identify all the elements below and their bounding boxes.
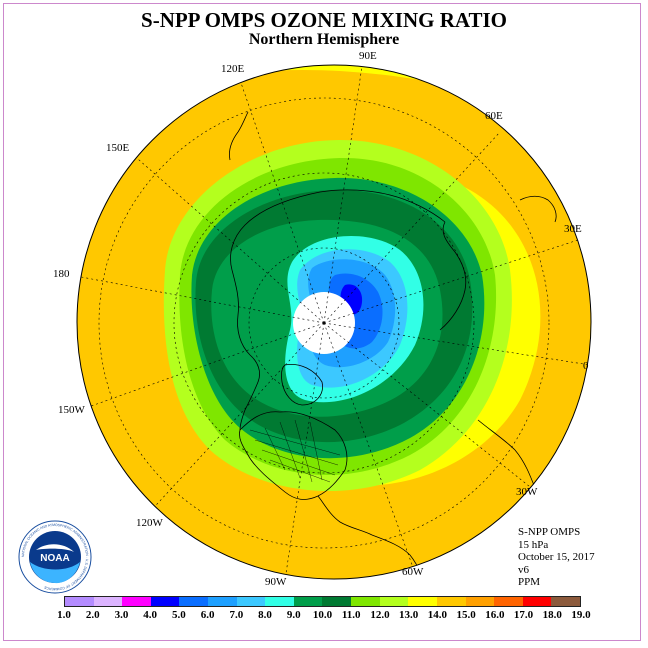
colorbar-tick-label: 14.0	[427, 609, 447, 621]
colorbar-swatch	[150, 597, 180, 606]
colorbar-swatch	[208, 597, 237, 606]
map-title: S-NPP OMPS OZONE MIXING RATIO	[141, 8, 507, 32]
colorbar-tick-label: 2.0	[85, 609, 100, 621]
coast-alaska	[239, 354, 260, 431]
colorbar-tick-label: 6.0	[200, 609, 215, 621]
us-state-borders	[249, 419, 341, 483]
product-info: S-NPP OMPS 15 hPa October 15, 2017 v6 PP…	[518, 526, 595, 589]
coast-africa	[477, 419, 536, 489]
graticule	[77, 65, 591, 579]
lon-label-60e: 60E	[485, 110, 503, 122]
colorbar-swatch	[322, 597, 352, 606]
lon-label-30e: 30E	[564, 223, 582, 235]
colorbar-tick-label: 9.0	[286, 609, 301, 621]
colorbar-swatch	[293, 597, 323, 606]
colorbar-swatch	[436, 597, 466, 606]
colorbar-tick-label: 17.0	[513, 609, 534, 621]
colorbar-tick-label: 3.0	[114, 609, 129, 621]
colorbar-tick-label: 5.0	[172, 609, 186, 621]
colorbar-tick-label: 13.0	[399, 609, 419, 621]
colorbar-swatch	[351, 597, 380, 606]
lon-label-120e: 120E	[221, 63, 245, 75]
lon-label-180: 180	[53, 268, 70, 280]
colorbar-swatch	[551, 597, 580, 606]
colorbar-swatch	[408, 597, 437, 606]
lon-label-120w: 120W	[136, 517, 163, 529]
contour-14-15-patch-b	[493, 167, 567, 254]
colorbar-tick-label: 16.0	[485, 609, 505, 621]
lon-label-150e: 150E	[106, 142, 130, 154]
coast-asia	[230, 189, 446, 271]
coast-greenland	[281, 363, 323, 406]
colorbar-tick-label: 15.0	[456, 609, 476, 621]
info-version: v6	[518, 563, 529, 576]
coast-siberia	[231, 269, 251, 356]
colorbar-tick-label: 10.0	[312, 609, 333, 621]
colorbar	[64, 596, 581, 607]
info-instrument: S-NPP OMPS	[518, 526, 581, 538]
contour-14-15	[77, 70, 591, 579]
lon-label-90e: 90E	[359, 50, 377, 62]
colorbar-tick-label: 11.0	[341, 609, 361, 621]
lon-label-30w: 30W	[516, 486, 538, 498]
colorbar-tick-label: 18.0	[542, 609, 562, 621]
coast-north-america	[239, 411, 348, 500]
colorbar-swatch	[379, 597, 409, 606]
colorbar-swatch	[265, 597, 294, 606]
lon-label-90w: 90W	[265, 576, 287, 588]
info-level: 15 hPa	[518, 538, 549, 551]
colorbar-tick-label: 7.0	[229, 609, 244, 621]
coast-japan	[229, 111, 249, 161]
colorbar-tick-label: 19.0	[571, 609, 591, 621]
colorbar-tick-label: 8.0	[258, 609, 272, 621]
colorbar-tick-label: 4.0	[143, 609, 158, 621]
coast-central-america	[317, 495, 373, 536]
colorbar-swatch	[65, 597, 94, 606]
figure-frame	[3, 3, 641, 641]
lon-label-60w: 60W	[402, 566, 424, 578]
info-date: October 15, 2017	[518, 551, 595, 563]
lon-label-0: 0	[583, 360, 589, 372]
colorbar-swatch	[122, 597, 151, 606]
colorbar-swatch	[236, 597, 266, 606]
colorbar-tick-label: 1.0	[57, 609, 71, 621]
ozone-field	[77, 65, 591, 579]
colorbar-swatch	[179, 597, 209, 606]
map-subtitle: Northern Hemisphere	[248, 31, 400, 48]
lon-label-150w: 150W	[58, 404, 85, 416]
colorbar-swatch	[465, 597, 495, 606]
coast-arabia	[519, 195, 557, 223]
colorbar-swatch	[494, 597, 523, 606]
colorbar-swatch	[93, 597, 123, 606]
colorbar-tick-label: 12.0	[370, 609, 390, 621]
contour-14-15-patch-a	[119, 153, 176, 218]
map-edge	[76, 64, 592, 580]
noaa-logo-text: NOAA	[40, 553, 69, 564]
info-units: PPM	[518, 576, 541, 588]
colorbar-swatch	[522, 597, 552, 606]
noaa-logo: NOAA NATIONAL OCEANIC AND ATMOSPHERIC AD…	[18, 520, 92, 594]
